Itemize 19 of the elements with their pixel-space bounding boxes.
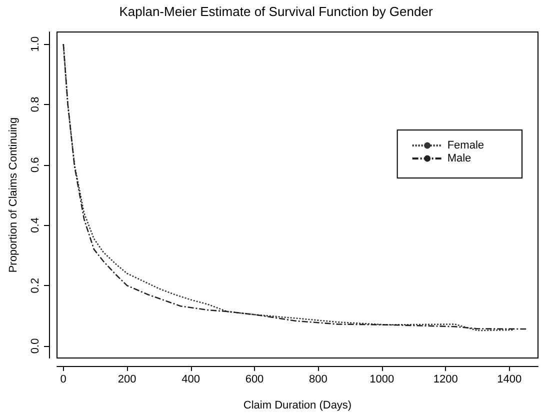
x-tick-label: 1400	[497, 374, 522, 386]
legend-label: Female	[447, 140, 484, 152]
x-tick-label: 400	[182, 374, 200, 386]
x-tick-label: 1200	[433, 374, 458, 386]
y-tick-label: 0.8	[30, 96, 42, 112]
x-tick-label: 0	[60, 374, 66, 386]
y-tick-label: 1.0	[30, 36, 42, 52]
y-tick-label: 0.2	[30, 278, 42, 294]
x-axis-title: Claim Duration (Days)	[243, 400, 352, 412]
legend-label: Male	[447, 152, 472, 164]
y-tick-label: 0.4	[30, 218, 42, 233]
x-tick-label: 600	[245, 374, 264, 386]
x-tick-label: 200	[118, 374, 136, 386]
y-axis-title: Proportion of Claims Continuing	[8, 117, 20, 273]
chart-title: Kaplan-Meier Estimate of Survival Function by Gender	[119, 4, 434, 19]
y-tick-label: 0.6	[30, 157, 42, 172]
y-tick-label: 0.0	[30, 338, 42, 354]
x-tick-label: 1000	[370, 374, 394, 386]
x-tick-label: 800	[309, 374, 328, 386]
